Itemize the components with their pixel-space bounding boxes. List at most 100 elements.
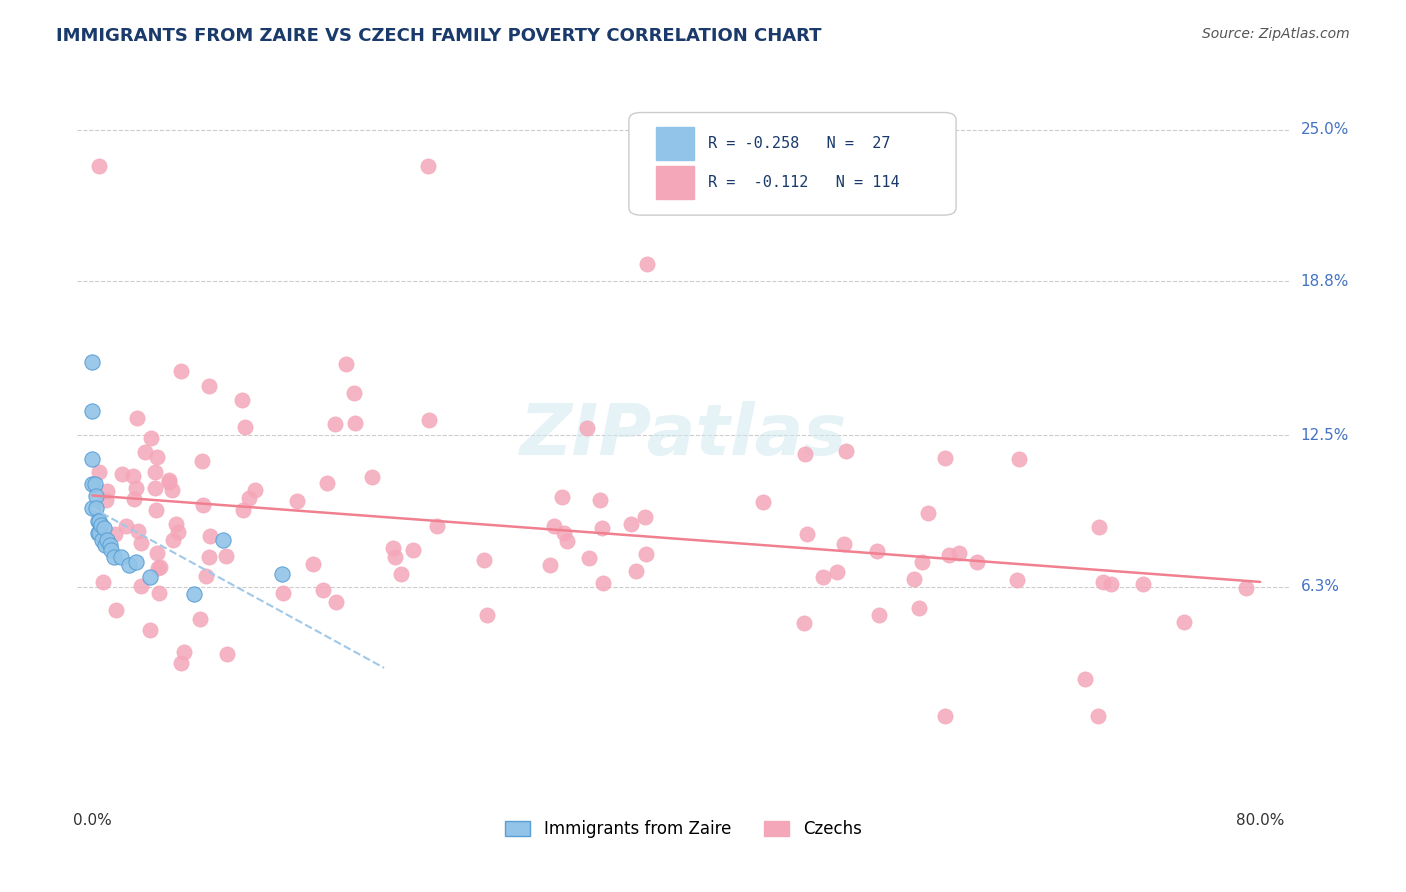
- Czechs: [195, 569, 218, 583]
- Immigrants from Zaire: [94, 538, 117, 552]
- Czechs: [191, 454, 214, 468]
- Czechs: [966, 555, 988, 569]
- Text: ZIPatlas: ZIPatlas: [520, 401, 846, 469]
- Immigrants from Zaire: [89, 525, 111, 540]
- Czechs: [215, 647, 238, 661]
- Immigrants from Zaire: [80, 477, 103, 491]
- Czechs: [104, 603, 127, 617]
- Czechs: [160, 483, 183, 497]
- Czechs: [127, 524, 149, 539]
- Czechs: [121, 469, 143, 483]
- Czechs: [934, 709, 956, 723]
- Czechs: [1132, 577, 1154, 591]
- Czechs: [360, 469, 382, 483]
- Immigrants from Zaire: [80, 403, 103, 417]
- FancyBboxPatch shape: [655, 128, 695, 161]
- Czechs: [173, 645, 195, 659]
- Immigrants from Zaire: [98, 538, 121, 552]
- Czechs: [620, 516, 643, 531]
- Immigrants from Zaire: [125, 555, 148, 569]
- Czechs: [553, 526, 575, 541]
- Czechs: [551, 491, 574, 505]
- Czechs: [188, 612, 211, 626]
- Czechs: [343, 416, 366, 430]
- Czechs: [285, 494, 308, 508]
- Czechs: [834, 537, 856, 551]
- Immigrants from Zaire: [86, 489, 108, 503]
- Czechs: [342, 386, 364, 401]
- Czechs: [325, 594, 347, 608]
- Czechs: [114, 519, 136, 533]
- Czechs: [96, 492, 118, 507]
- Immigrants from Zaire: [183, 587, 205, 601]
- Czechs: [381, 541, 404, 556]
- Czechs: [166, 524, 188, 539]
- Czechs: [129, 579, 152, 593]
- Czechs: [157, 475, 180, 490]
- Czechs: [96, 483, 118, 498]
- Czechs: [903, 572, 925, 586]
- Czechs: [170, 656, 193, 670]
- Czechs: [793, 616, 815, 631]
- Czechs: [634, 509, 657, 524]
- Czechs: [129, 536, 152, 550]
- Czechs: [834, 443, 856, 458]
- Czechs: [634, 547, 657, 561]
- Czechs: [148, 586, 170, 600]
- Czechs: [938, 549, 960, 563]
- Czechs: [271, 586, 294, 600]
- Czechs: [302, 557, 325, 571]
- Czechs: [232, 502, 254, 516]
- Immigrants from Zaire: [96, 533, 118, 548]
- Czechs: [197, 550, 219, 565]
- Czechs: [146, 450, 169, 464]
- Czechs: [89, 465, 111, 479]
- Immigrants from Zaire: [139, 570, 162, 584]
- Czechs: [475, 608, 498, 623]
- Czechs: [243, 483, 266, 497]
- Czechs: [93, 575, 115, 590]
- Czechs: [472, 552, 495, 566]
- Immigrants from Zaire: [87, 514, 110, 528]
- FancyBboxPatch shape: [628, 112, 956, 215]
- Czechs: [402, 543, 425, 558]
- Czechs: [233, 420, 256, 434]
- Immigrants from Zaire: [80, 452, 103, 467]
- Czechs: [134, 445, 156, 459]
- Czechs: [198, 529, 221, 543]
- Immigrants from Zaire: [89, 514, 111, 528]
- Czechs: [917, 506, 939, 520]
- Czechs: [124, 491, 146, 506]
- Immigrants from Zaire: [100, 542, 122, 557]
- Immigrants from Zaire: [91, 533, 114, 548]
- Immigrants from Zaire: [86, 501, 108, 516]
- Czechs: [146, 546, 169, 560]
- Czechs: [911, 556, 934, 570]
- Text: R =  -0.112   N = 114: R = -0.112 N = 114: [707, 175, 900, 190]
- Czechs: [576, 421, 599, 435]
- Czechs: [165, 517, 187, 532]
- Immigrants from Zaire: [80, 355, 103, 369]
- Czechs: [793, 447, 815, 461]
- Czechs: [934, 451, 956, 466]
- Immigrants from Zaire: [103, 550, 125, 565]
- Immigrants from Zaire: [80, 501, 103, 516]
- Czechs: [148, 559, 170, 574]
- Czechs: [198, 379, 221, 393]
- Czechs: [624, 564, 647, 578]
- Czechs: [589, 492, 612, 507]
- Czechs: [1074, 672, 1097, 686]
- Legend: Immigrants from Zaire, Czechs: Immigrants from Zaire, Czechs: [499, 814, 868, 845]
- Text: R = -0.258   N =  27: R = -0.258 N = 27: [707, 136, 890, 151]
- Immigrants from Zaire: [117, 558, 139, 572]
- Czechs: [125, 411, 148, 425]
- Czechs: [1092, 575, 1115, 590]
- Czechs: [169, 364, 191, 378]
- Czechs: [1088, 520, 1111, 534]
- Czechs: [238, 491, 260, 506]
- Czechs: [335, 357, 357, 371]
- Czechs: [1099, 576, 1122, 591]
- Czechs: [578, 550, 600, 565]
- Immigrants from Zaire: [110, 550, 132, 565]
- Czechs: [139, 623, 162, 637]
